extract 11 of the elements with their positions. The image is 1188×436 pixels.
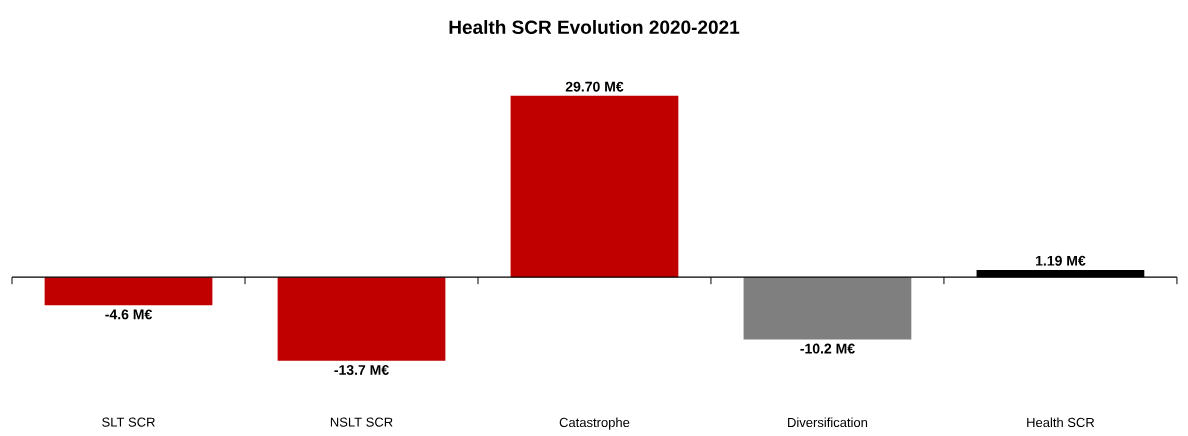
x-tick-label: Health SCR xyxy=(1027,417,1095,428)
x-tick-label: Diversification xyxy=(788,417,868,428)
x-tick-label: NSLT SCR xyxy=(330,417,393,427)
chart-title: Health SCR Evolution 2020-2021 xyxy=(449,20,740,34)
data-label: 1.19 M€ xyxy=(1036,255,1086,266)
x-tick-label: Catastrophe xyxy=(559,417,630,430)
data-label: -10.2 M€ xyxy=(800,343,855,354)
data-label: -13.7 M€ xyxy=(334,364,389,375)
data-label: -4.6 M€ xyxy=(105,309,152,320)
x-tick-label: SLT SCR xyxy=(102,417,155,427)
data-label: 29.70 M€ xyxy=(565,81,624,92)
